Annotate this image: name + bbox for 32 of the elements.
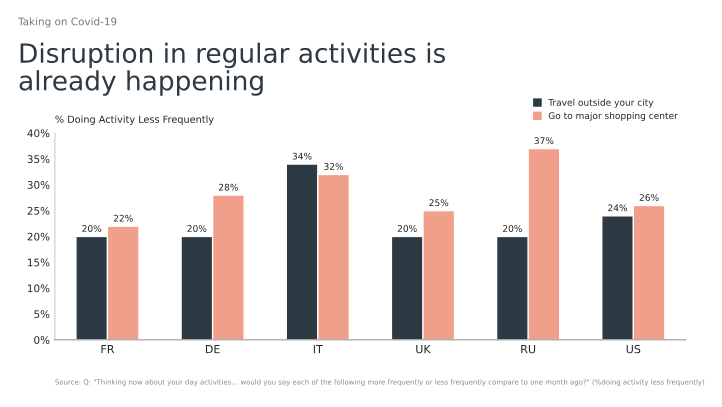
chart-subtitle: Taking on Covid-19 xyxy=(18,17,116,28)
legend-label: Travel outside your city xyxy=(548,98,654,108)
data-label: 22% xyxy=(114,214,133,222)
x-tick-label: RU xyxy=(521,345,536,354)
chart-title: Disruption in regular activities is already happening xyxy=(20,42,446,96)
y-tick-label: 10% xyxy=(28,284,50,292)
legend-label: Go to major shopping center xyxy=(548,112,678,121)
data-label: 20% xyxy=(398,225,417,232)
y-tick-label: 25% xyxy=(28,206,50,215)
data-label: 24% xyxy=(608,204,628,212)
y-tick-label: 30% xyxy=(28,181,50,189)
y-tick-label: 15% xyxy=(28,258,50,266)
data-label: 20% xyxy=(502,225,522,232)
x-tick-label: FR xyxy=(101,345,114,354)
x-tick-label: US xyxy=(626,344,640,354)
data-label: 34% xyxy=(292,152,312,160)
x-tick-label: UK xyxy=(416,345,431,354)
y-tick-label: 0% xyxy=(34,336,50,344)
y-tick-label: 35% xyxy=(28,155,50,164)
data-label: 26% xyxy=(640,194,659,201)
data-label: 32% xyxy=(324,163,344,170)
data-label: 37% xyxy=(534,137,554,144)
data-label: 25% xyxy=(429,199,448,206)
y-axis-title: % Doing Activity Less Frequently xyxy=(55,115,214,125)
y-tick-label: 40% xyxy=(27,129,50,138)
x-tick-label: DE xyxy=(206,345,220,354)
data-label: 28% xyxy=(219,184,238,191)
x-tick-label: IT xyxy=(314,345,323,354)
data-label: 20% xyxy=(187,225,206,232)
y-tick-label: 5% xyxy=(34,310,50,318)
y-tick-label: 20% xyxy=(28,232,50,241)
data-label: 20% xyxy=(82,225,102,232)
